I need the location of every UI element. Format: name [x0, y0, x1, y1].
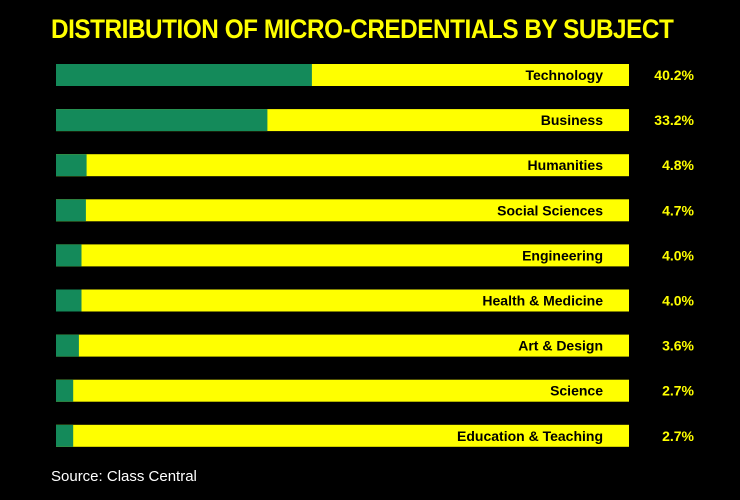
bar-row: Business 33.2% — [56, 109, 695, 132]
bar-row: Humanities 4.8% — [56, 154, 695, 177]
bar-track — [56, 334, 629, 357]
category-label: Education & Teaching — [457, 428, 603, 444]
bar — [56, 154, 87, 177]
category-label: Health & Medicine — [482, 293, 603, 309]
value-label: 2.7% — [662, 383, 694, 399]
category-label: Business — [541, 112, 603, 128]
source-note: Source: Class Central — [51, 468, 197, 485]
category-label: Art & Design — [518, 338, 603, 354]
bar — [56, 424, 74, 447]
bar-row: Science 2.7% — [56, 379, 695, 402]
bar-row: Technology 40.2% — [56, 64, 695, 86]
value-label: 4.0% — [662, 247, 694, 263]
bar — [56, 199, 86, 222]
bar-track — [56, 199, 629, 222]
value-label: 3.6% — [662, 338, 694, 354]
bar — [56, 64, 312, 86]
bar — [56, 334, 79, 357]
bar — [56, 244, 82, 267]
chart-title: DISTRIBUTION OF MICRO-CREDENTIALS BY SUB… — [51, 14, 674, 44]
bar — [56, 379, 74, 402]
bar-track — [56, 244, 629, 267]
bar — [56, 109, 268, 132]
value-label: 4.7% — [662, 202, 694, 218]
bar-row: Art & Design 3.6% — [56, 334, 695, 357]
bar-row: Social Sciences 4.7% — [56, 199, 695, 222]
value-label: 40.2% — [654, 67, 694, 83]
bar-track — [56, 424, 629, 447]
category-label: Social Sciences — [497, 202, 603, 218]
bar-row: Education & Teaching 2.7% — [56, 424, 695, 447]
bar-row: Health & Medicine 4.0% — [56, 289, 695, 312]
bar — [56, 289, 82, 312]
category-label: Technology — [525, 67, 603, 83]
value-label: 33.2% — [654, 112, 694, 128]
bar-row: Engineering 4.0% — [56, 244, 695, 267]
value-label: 4.0% — [662, 293, 694, 309]
bar-track — [56, 154, 629, 177]
bar-track — [56, 379, 629, 402]
category-label: Engineering — [522, 247, 603, 263]
value-label: 4.8% — [662, 157, 694, 173]
category-label: Science — [550, 383, 603, 399]
bar-track — [56, 289, 629, 312]
category-label: Humanities — [528, 157, 604, 173]
value-label: 2.7% — [662, 428, 694, 444]
